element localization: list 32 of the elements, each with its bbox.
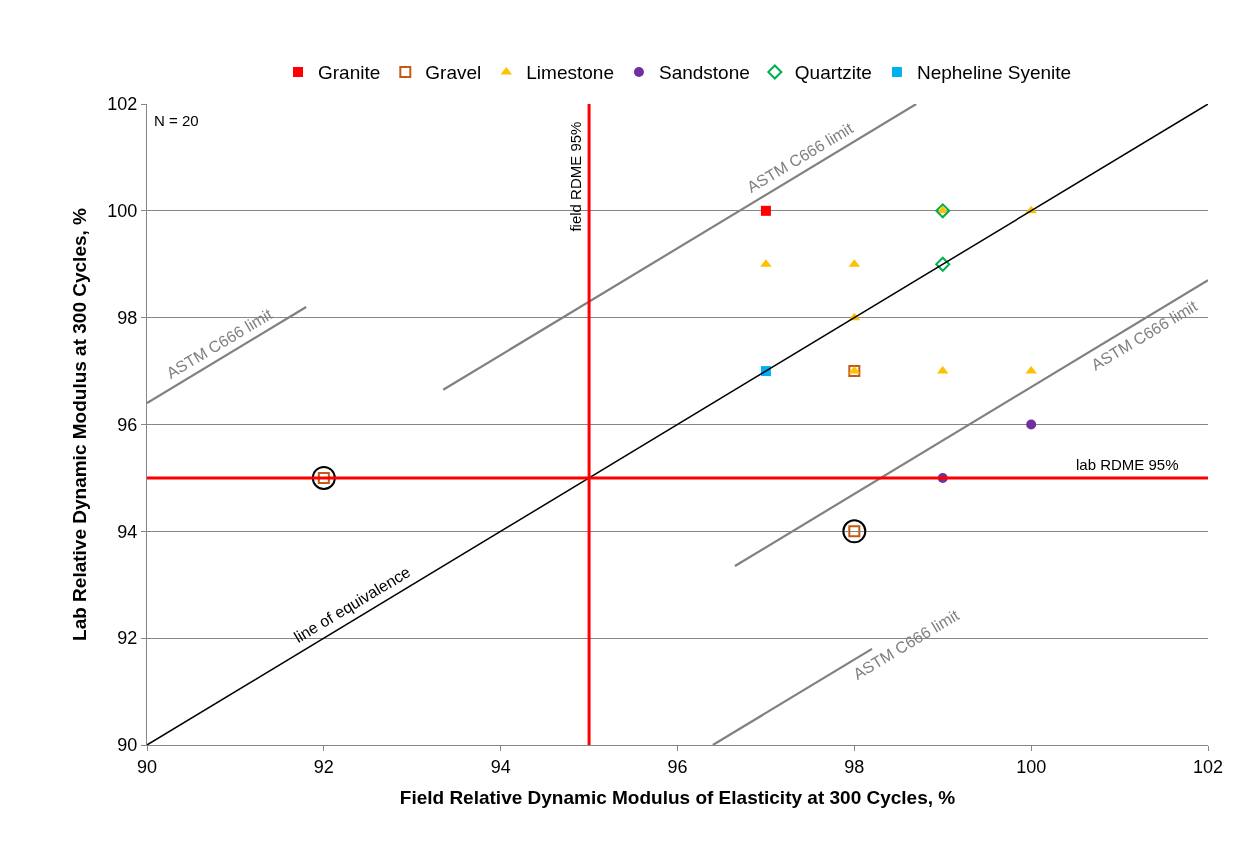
ref-line-label: lab RDME 95%	[1076, 456, 1179, 473]
point	[842, 519, 867, 544]
point	[935, 256, 951, 272]
y-tick-label: 98	[117, 307, 138, 328]
x-tick-label: 98	[844, 756, 865, 777]
y-tick-label: 102	[107, 94, 138, 115]
x-tick-label: 102	[1192, 756, 1224, 777]
point	[311, 465, 336, 490]
y-tick-label: 94	[117, 521, 138, 542]
legend-label: Sandstone	[658, 62, 750, 84]
point	[760, 205, 771, 216]
y-axis-title: Lab Relative Dynamic Modulus at 300 Cycles, %	[69, 207, 91, 641]
x-tick-label: 100	[1016, 756, 1047, 777]
x-axis-title: Field Relative Dynamic Modulus of Elasticity at 300 Cycles, %	[399, 787, 956, 809]
x-tick-label: 92	[313, 756, 334, 777]
point	[1026, 419, 1037, 430]
y-tick-label: 90	[117, 735, 138, 756]
x-tick-label: 96	[667, 756, 688, 777]
y-tick-label: 92	[117, 628, 138, 649]
ref-line-label: field RDME 95%	[566, 121, 584, 232]
legend-label: Gravel	[425, 62, 482, 84]
legend-label: Quartzite	[794, 62, 872, 84]
annotation: N = 20	[154, 112, 199, 129]
y-tick-label: 100	[107, 201, 138, 222]
point	[848, 365, 861, 378]
x-tick-label: 90	[136, 756, 158, 777]
legend-label: Nepheline Syenite	[916, 62, 1072, 84]
x-tick-label: 94	[490, 756, 511, 777]
y-tick-label: 96	[117, 414, 138, 435]
legend-label: Limestone	[526, 62, 614, 84]
legend-label: Granite	[318, 62, 381, 84]
point	[935, 203, 951, 219]
